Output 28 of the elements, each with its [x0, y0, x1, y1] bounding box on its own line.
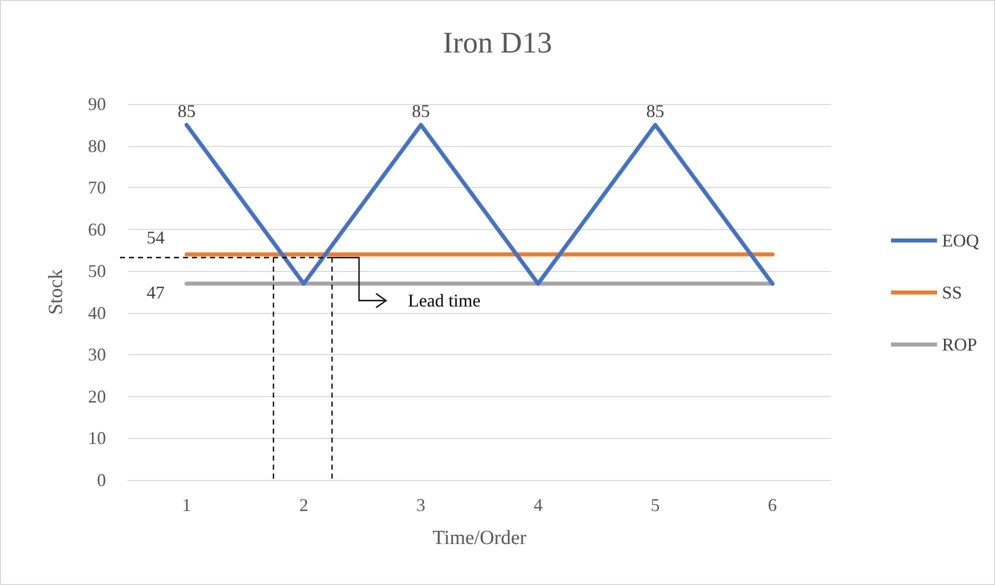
x-tick-label: 4 [534, 495, 543, 515]
y-tick-label: 90 [88, 94, 106, 114]
x-tick-label: 2 [299, 495, 308, 515]
y-axis-title: Stock [45, 269, 67, 315]
y-tick-label: 40 [88, 302, 106, 323]
x-tick-label: 3 [416, 495, 426, 515]
data-label: 85 [646, 100, 664, 121]
x-axis-title: Time/Order [432, 527, 527, 549]
data-label: 85 [178, 100, 196, 121]
y-tick-label: 10 [88, 428, 106, 448]
y-tick-label: 70 [88, 178, 106, 198]
x-tick-label: 1 [182, 495, 192, 515]
chart-title: Iron D13 [442, 26, 552, 60]
y-tick-label: 60 [88, 219, 106, 240]
data-label: 54 [146, 227, 165, 248]
annotation: Lead time [408, 290, 481, 311]
data-label: 47 [146, 282, 165, 303]
y-tick-label: 50 [88, 261, 106, 282]
legend-label: SS [942, 282, 962, 302]
data-label: 85 [412, 100, 430, 121]
y-tick-label: 80 [88, 136, 106, 156]
legend-label: ROP [942, 334, 978, 354]
x-tick-label: 5 [650, 495, 660, 515]
y-tick-label: 20 [88, 386, 106, 406]
y-tick-label: 30 [88, 344, 106, 365]
x-tick-label: 6 [768, 495, 777, 515]
y-tick-label: 0 [97, 470, 106, 490]
legend-label: EOQ [942, 230, 980, 250]
